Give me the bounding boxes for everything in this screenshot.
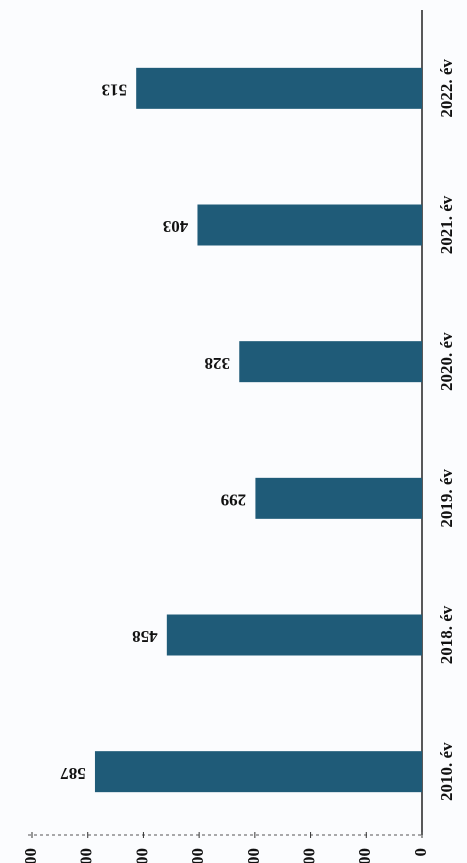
value-tick-label: 500	[132, 848, 151, 863]
category-label: 2010. év	[437, 742, 456, 801]
value-tick-label: 0	[411, 848, 430, 857]
category-label: 2020. év	[437, 332, 456, 391]
value-tick-label: 700	[21, 848, 40, 863]
bar	[255, 477, 422, 519]
category-label: 2019. év	[437, 469, 456, 528]
value-label: 299	[221, 490, 247, 509]
value-label: 458	[132, 627, 158, 646]
bar	[239, 341, 422, 383]
value-tick-label: 200	[299, 848, 318, 863]
value-label: 587	[60, 764, 86, 783]
bar	[197, 204, 422, 246]
bar	[94, 751, 422, 793]
value-label: 403	[163, 217, 189, 236]
value-tick-label: 400	[188, 848, 207, 863]
value-tick-label: 600	[77, 848, 96, 863]
value-tick-label: 100	[355, 848, 374, 863]
value-label: 328	[205, 354, 231, 373]
bar	[166, 614, 422, 656]
value-label: 513	[101, 80, 127, 99]
category-label: 2022. év	[437, 59, 456, 118]
category-label: 2018. év	[437, 605, 456, 664]
value-tick-label: 300	[244, 848, 263, 863]
category-label: 2021. év	[437, 195, 456, 254]
bar	[136, 67, 422, 109]
